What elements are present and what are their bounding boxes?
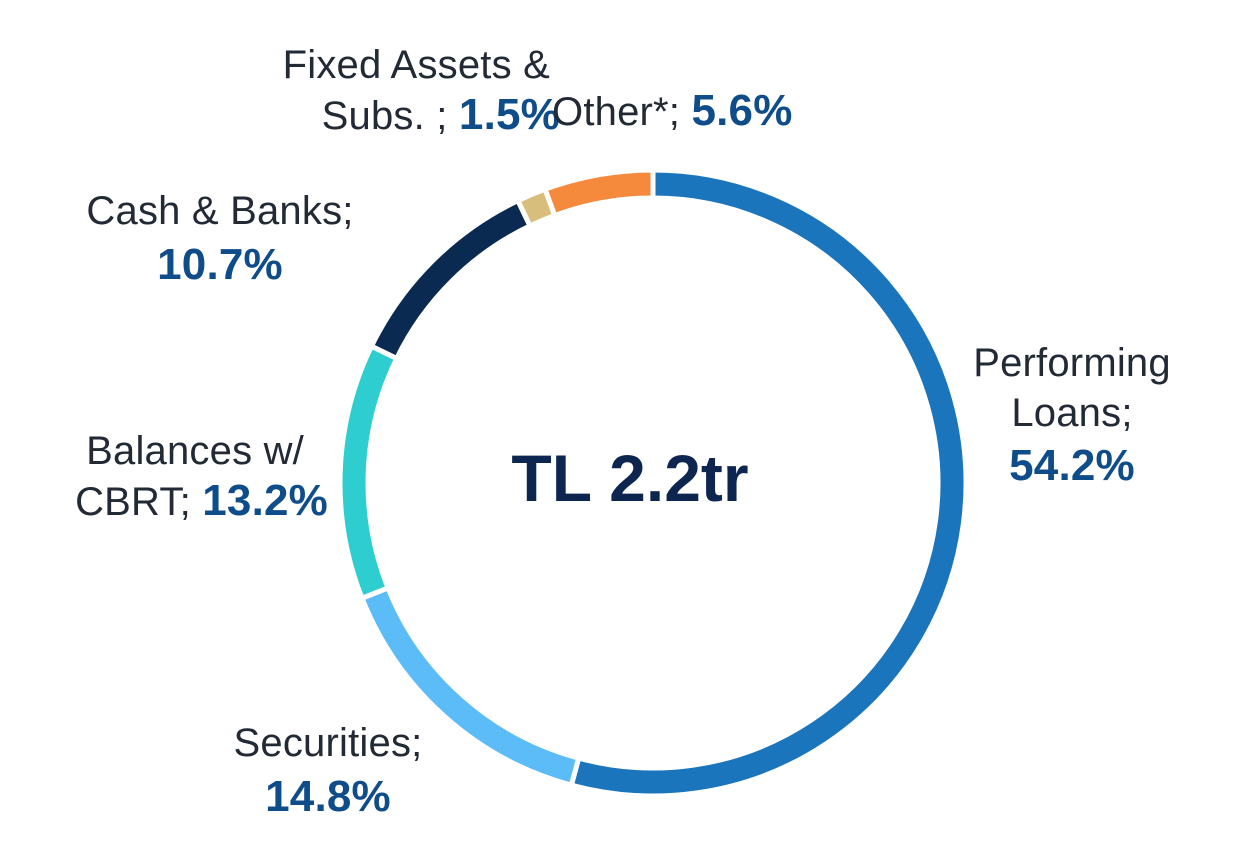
label-cash-banks-line1: Cash & Banks; [86, 189, 354, 233]
label-fixed-assets-row2: Subs. ; 1.5% [260, 90, 560, 141]
label-balances-cbrt-row2: CBRT; 13.2% [28, 476, 328, 527]
value-securities: 14.8% [265, 772, 391, 821]
label-cash-banks: Cash & Banks; 10.7% [70, 186, 370, 294]
value-cash-banks: 10.7% [157, 240, 283, 289]
label-performing-loans-line2: Loans; [1011, 391, 1133, 435]
value-performing-loans: 54.2% [1009, 441, 1135, 490]
label-securities-line1: Securities; [233, 721, 423, 765]
slice-cash-banks [368, 197, 534, 362]
label-balances-cbrt-line2: CBRT; [75, 480, 191, 524]
label-performing-loans: Performing Loans; 54.2% [952, 338, 1192, 494]
label-fixed-assets-line1: Fixed Assets & [282, 43, 550, 87]
slice-balances-w-cbrt [337, 342, 401, 602]
label-performing-loans-line1: Performing [973, 341, 1171, 385]
label-other: Other*; 5.6% [552, 86, 852, 137]
value-fixed-assets: 1.5% [458, 90, 560, 139]
value-other: 5.6% [691, 86, 793, 135]
label-balances-cbrt: Balances w/ CBRT; 13.2% [28, 426, 328, 527]
label-other-line1: Other*; [552, 90, 681, 134]
label-fixed-assets: Fixed Assets & Subs. ; 1.5% [260, 40, 560, 141]
value-balances-cbrt: 13.2% [202, 476, 328, 525]
center-total-label: TL 2.2tr [511, 441, 749, 515]
label-balances-cbrt-line1: Balances w/ [86, 429, 304, 473]
label-fixed-assets-line2: Subs. ; [321, 94, 448, 138]
slice-other [541, 167, 656, 219]
label-securities: Securities; 14.8% [198, 718, 458, 826]
